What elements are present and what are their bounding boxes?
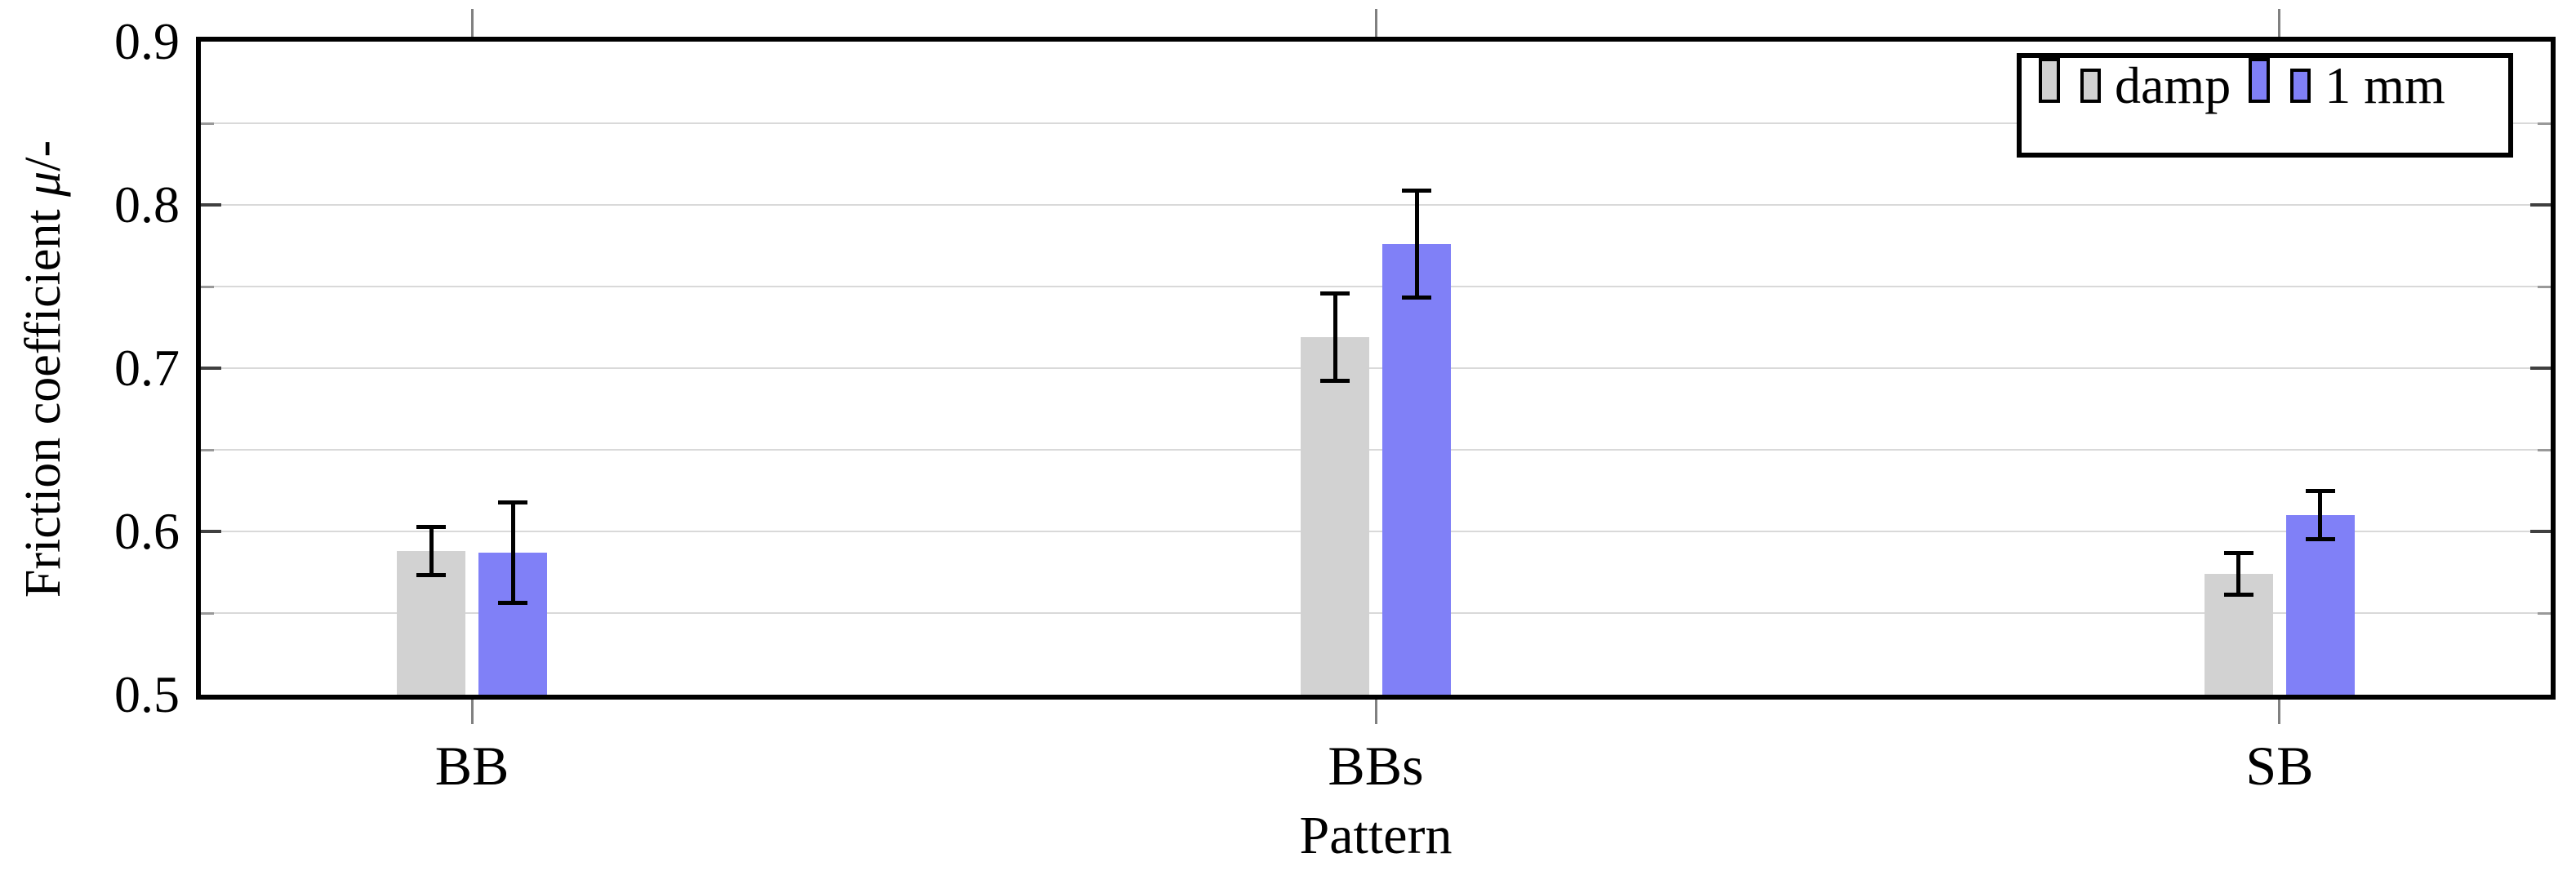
errorbar-stem (2318, 489, 2323, 541)
gridline-0.8 (201, 204, 2551, 206)
errorbar-cap-top (498, 500, 528, 504)
errorbar-cap-bottom (2223, 593, 2253, 597)
gridline-0.85 (201, 122, 2551, 124)
plot-inner (201, 42, 2551, 695)
x-tick-bottom-BBs (1374, 700, 1377, 724)
errorbar-damp-SB (2223, 551, 2253, 597)
y-major-tick-left-0.8 (201, 203, 221, 207)
y-tick-label-0.9: 0.9 (114, 12, 180, 70)
bar-1mm-SB (2285, 515, 2355, 695)
y-minor-tick-left-0.65 (201, 448, 214, 451)
gridline-0.55 (201, 612, 2551, 614)
errorbar-cap-bottom (416, 573, 447, 577)
errorbar-damp-BBs (1320, 291, 1350, 383)
errorbar-1mm-SB (2305, 489, 2335, 541)
legend-swatch-tall (2249, 58, 2271, 103)
gridline-0.7 (201, 367, 2551, 369)
errorbar-cap-bottom (2305, 537, 2335, 541)
x-category-label-BBs: BBs (1328, 735, 1424, 797)
y-tick-label-0.5: 0.5 (114, 665, 180, 723)
errorbar-stem (510, 500, 515, 605)
legend-swatch-pair-1mm (2249, 58, 2311, 103)
y-tick-label-0.8: 0.8 (114, 176, 180, 233)
errorbar-stem (1332, 291, 1337, 383)
legend-label-damp: damp (2115, 56, 2231, 114)
gridline-0.75 (201, 286, 2551, 287)
x-tick-top-BBs (1374, 9, 1377, 37)
x-axis-label: Pattern (1299, 806, 1453, 865)
gridline-0.6 (201, 531, 2551, 532)
x-tick-bottom-BB (470, 700, 474, 724)
y-major-tick-left-0.7 (201, 367, 221, 370)
bar-damp-BBs (1301, 337, 1369, 695)
errorbar-cap-top (416, 525, 447, 529)
y-major-tick-right-0.7 (2530, 367, 2551, 370)
legend-swatch-short (2080, 69, 2101, 103)
legend-label-1mm: 1 mm (2325, 56, 2445, 114)
y-axis-label-unit: /- (16, 140, 71, 171)
errorbar-stem (1414, 189, 1419, 300)
y-major-tick-right-0.6 (2530, 530, 2551, 533)
errorbar-cap-bottom (1402, 296, 1431, 300)
errorbar-1mm-BBs (1402, 189, 1431, 300)
errorbar-1mm-BB (498, 500, 528, 605)
legend-swatch-pair-damp (2039, 58, 2101, 103)
y-major-tick-left-0.6 (201, 530, 221, 533)
errorbar-cap-bottom (1320, 379, 1350, 383)
x-tick-top-BB (470, 9, 474, 37)
legend-swatch-tall (2039, 58, 2060, 103)
y-minor-tick-right-0.65 (2538, 448, 2551, 451)
y-minor-tick-right-0.85 (2538, 122, 2551, 125)
errorbar-stem (429, 525, 434, 577)
y-tick-label-0.7: 0.7 (114, 339, 180, 397)
gridline-0.65 (201, 449, 2551, 451)
errorbar-cap-top (2305, 489, 2335, 493)
x-category-label-BB: BB (434, 735, 509, 797)
y-minor-tick-right-0.55 (2538, 611, 2551, 615)
y-minor-tick-left-0.85 (201, 122, 214, 125)
y-minor-tick-right-0.75 (2538, 285, 2551, 288)
legend: damp 1 mm (2017, 53, 2513, 158)
x-category-label-SB: SB (2245, 735, 2314, 797)
y-tick-label-0.6: 0.6 (114, 502, 180, 560)
errorbar-cap-bottom (498, 601, 528, 605)
errorbar-cap-top (1320, 291, 1350, 296)
bar-1mm-BBs (1382, 244, 1451, 695)
y-major-tick-right-0.8 (2530, 203, 2551, 207)
errorbar-cap-top (1402, 189, 1431, 193)
y-minor-tick-left-0.55 (201, 611, 214, 615)
y-minor-tick-left-0.75 (201, 285, 214, 288)
legend-swatch-short (2290, 69, 2311, 103)
errorbar-cap-top (2223, 551, 2253, 555)
x-tick-bottom-SB (2278, 700, 2281, 724)
errorbar-stem (2236, 551, 2241, 597)
errorbar-damp-BB (416, 525, 447, 577)
x-tick-top-SB (2278, 9, 2281, 37)
